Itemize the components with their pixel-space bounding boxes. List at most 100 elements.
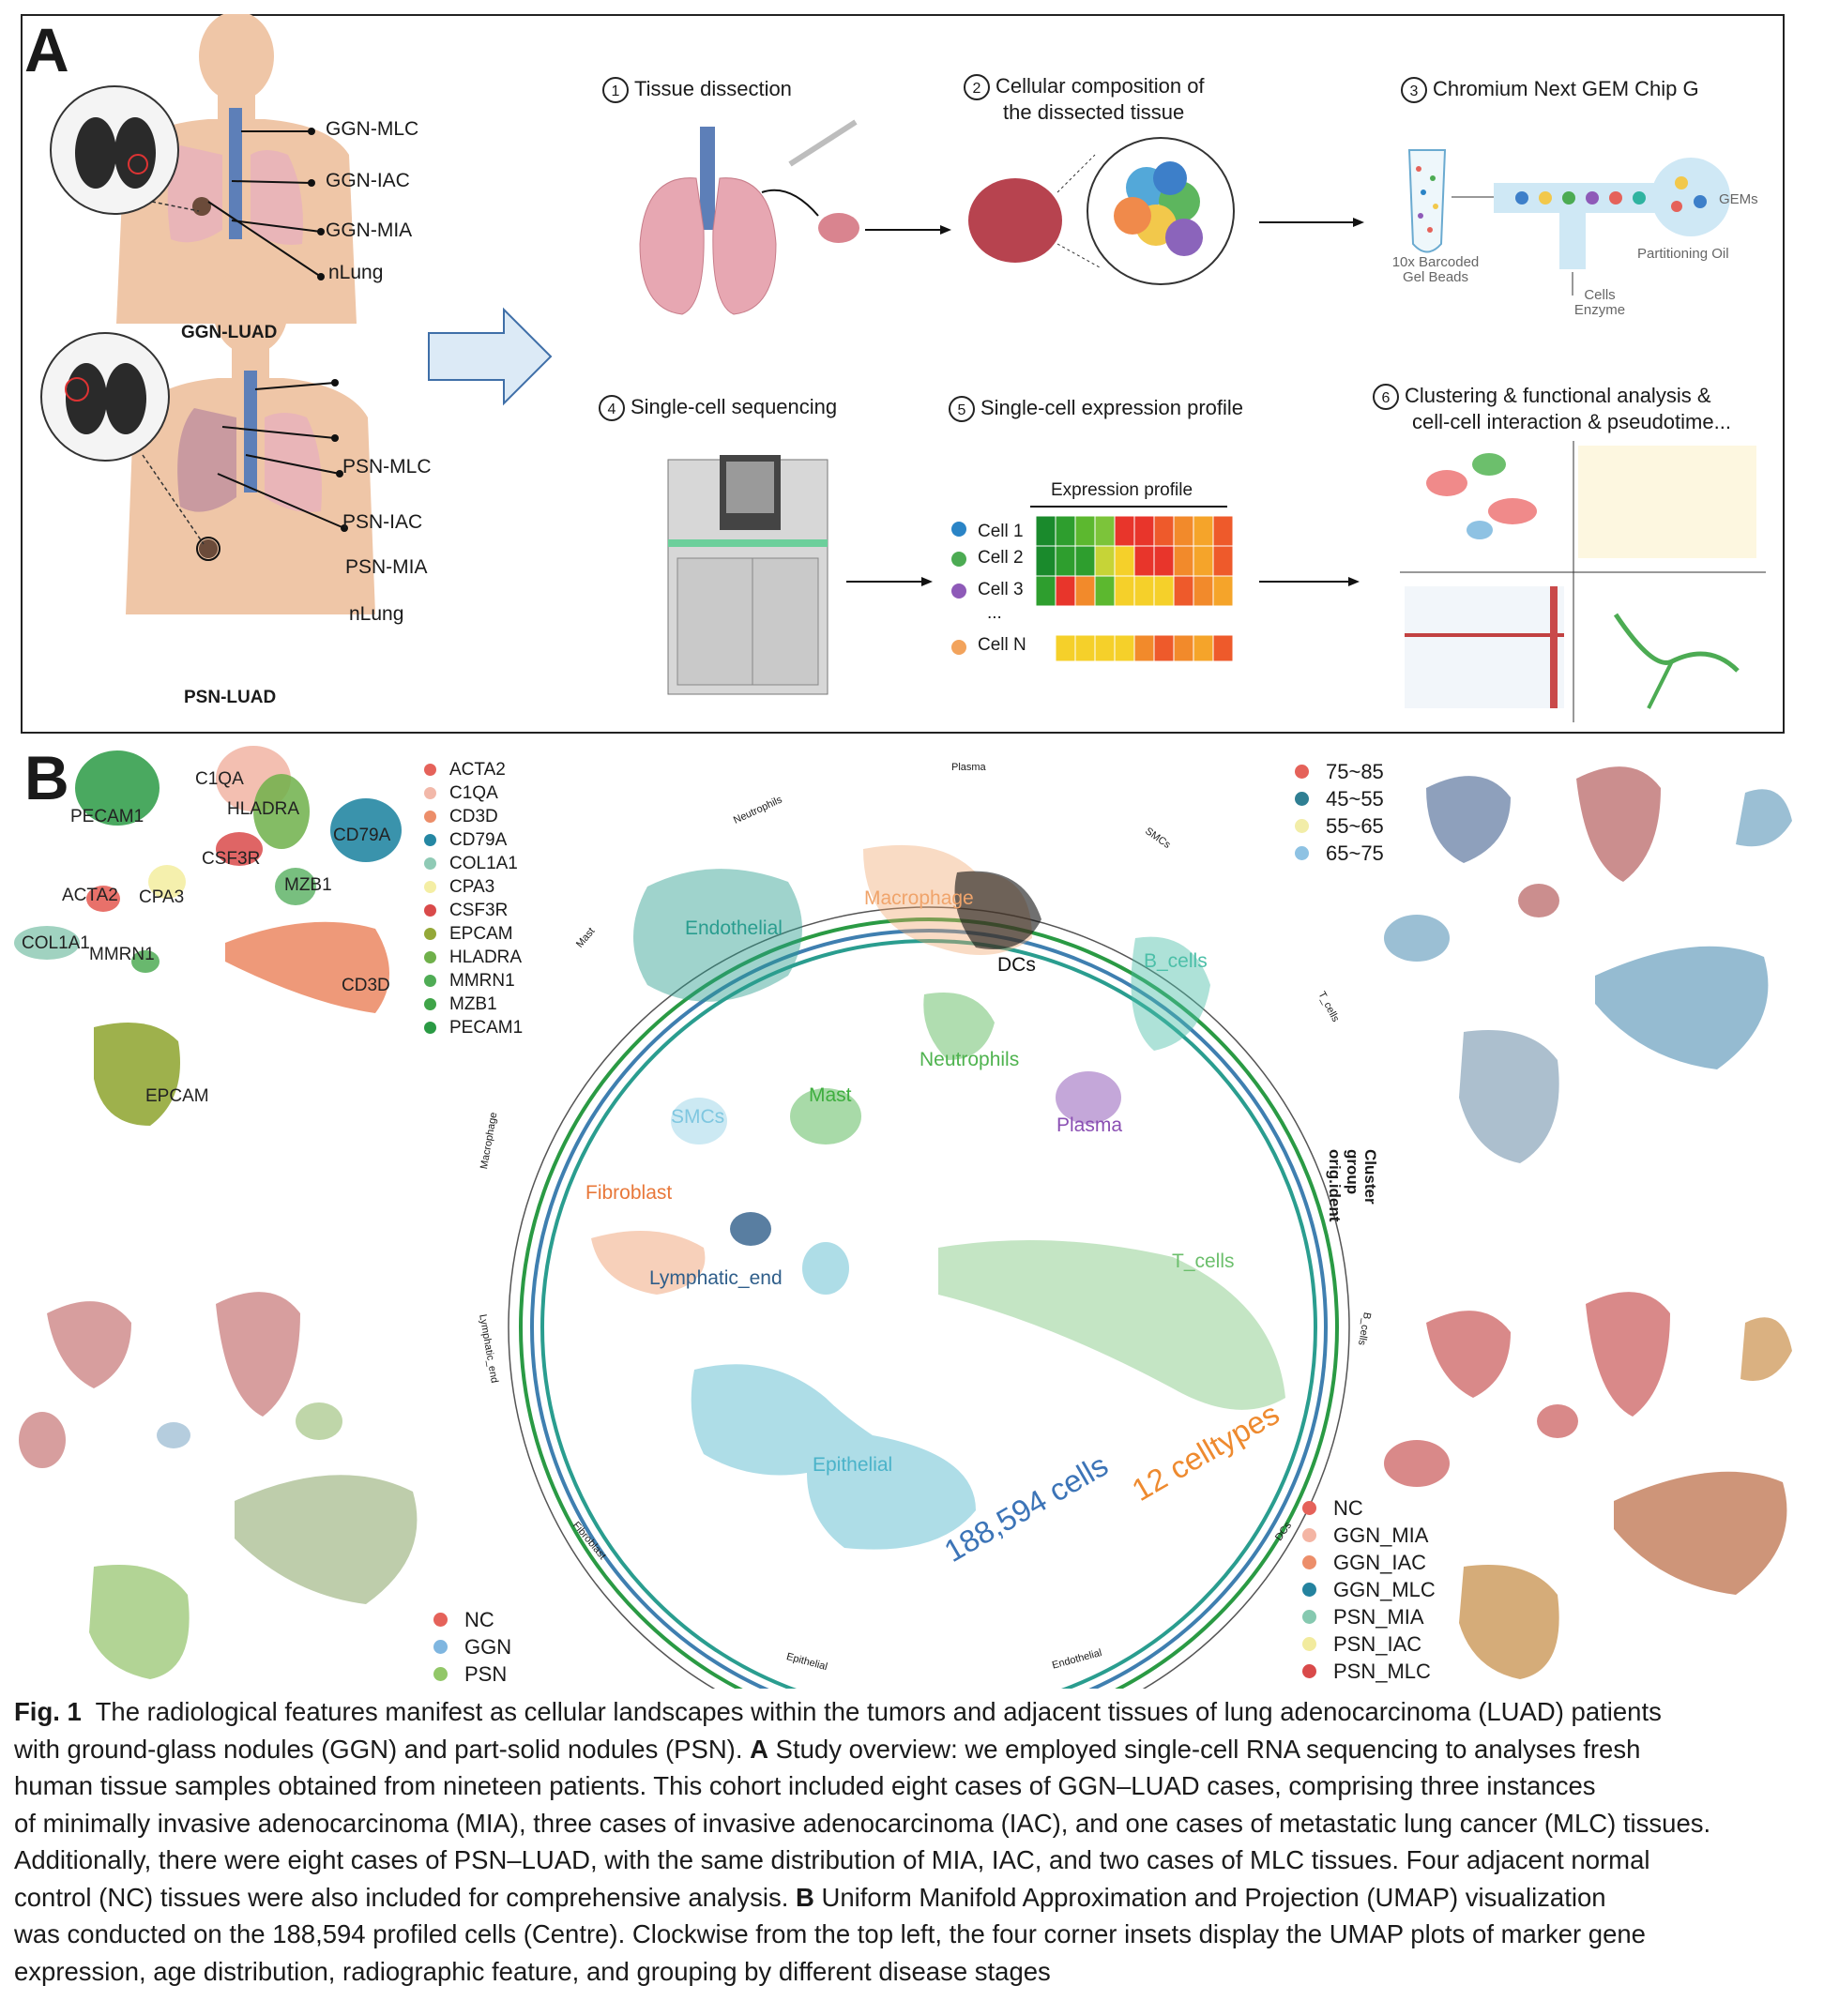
- heatmap-cell: [1193, 516, 1213, 546]
- celltype-label-macrophage: Macrophage: [864, 887, 974, 910]
- legend-dot: [433, 1667, 448, 1681]
- legend-dot: [1295, 819, 1309, 833]
- cell-label-2: Cell 2: [978, 548, 1024, 568]
- celltype-label-b-cells: B_cells: [1144, 950, 1208, 973]
- heatmap-cell: [1134, 516, 1154, 546]
- celltype-label-smcs: SMCs: [671, 1106, 724, 1129]
- ggn-label-nlung: nLung: [328, 262, 383, 284]
- ggn-body-illustration: [51, 14, 357, 324]
- lungs-illustration: [640, 122, 951, 314]
- marker-label-csf3r: CSF3R: [202, 849, 260, 870]
- legend-dot: [424, 928, 436, 940]
- heatmap-cell: [1115, 635, 1134, 661]
- heatmap-cell: [1213, 546, 1233, 576]
- marker-label-col1a1: COL1A1: [22, 933, 90, 954]
- cell-dot: [951, 552, 966, 567]
- legend-dot: [1302, 1583, 1316, 1597]
- heatmap-cell: [1095, 546, 1115, 576]
- marker-legend: ACTA2 C1QA CD3D CD79A COL1A1 CPA3 CSF3R …: [424, 758, 523, 1039]
- analysis-thumbnails: [1400, 441, 1766, 722]
- heatmap-cell: [1056, 546, 1075, 576]
- stage-legend: NC GGN_MIA GGN_IAC GGN_MLC PSN_MIA PSN_I…: [1302, 1494, 1436, 1685]
- heatmap-cell: [1134, 576, 1154, 606]
- age-legend: 75~85 45~55 55~65 65~75: [1295, 758, 1384, 867]
- step-6: 6 Clustering & functional analysis & cell-…: [1373, 384, 1731, 434]
- heatmap-cell: [1193, 635, 1213, 661]
- ggn-label-iac: GGN-IAC: [326, 170, 410, 192]
- heatmap-cell: [1154, 516, 1174, 546]
- heatmap-cell: [1115, 576, 1134, 606]
- cell-dot: [951, 584, 966, 599]
- ggn-luad-title: GGN-LUAD: [181, 323, 277, 343]
- tissue-illustration: [968, 138, 1364, 284]
- cell-dot: [951, 640, 966, 655]
- legend-dot: [424, 764, 436, 776]
- heatmap-cell: [1154, 576, 1174, 606]
- figure-number: Fig. 1: [14, 1697, 82, 1726]
- legend-dot: [433, 1613, 448, 1627]
- marker-label-cd3d: CD3D: [342, 976, 390, 996]
- marker-label-acta2: ACTA2: [62, 886, 118, 906]
- celltype-label-lymphatic-end: Lymphatic_end: [649, 1267, 783, 1290]
- ggn-label-mia: GGN-MIA: [326, 220, 412, 242]
- celltype-label-epithelial: Epithelial: [813, 1454, 892, 1477]
- heatmap-cell: [1036, 516, 1056, 546]
- big-arrow: [429, 310, 551, 403]
- step-2: 2 Cellular composition of the dissected ti…: [964, 74, 1205, 125]
- expression-profile-rule: [1030, 506, 1227, 508]
- chip-cells-label: Cells Enzyme: [1558, 288, 1642, 318]
- stage-umap: [1384, 1292, 1792, 1679]
- heatmap-cell: [1174, 576, 1193, 606]
- panel-a-illustration: [21, 14, 1785, 734]
- heatmap-cell: [1056, 576, 1075, 606]
- heatmap-cell: [1213, 635, 1233, 661]
- legend-dot: [1302, 1555, 1316, 1569]
- legend-dot: [1302, 1610, 1316, 1624]
- psn-label-mia: PSN-MIA: [345, 556, 428, 579]
- legend-dot: [424, 904, 436, 917]
- step-4: 4 Single-cell sequencing: [599, 395, 837, 421]
- chip-gems-label: GEMs: [1719, 192, 1758, 207]
- legend-dot: [1295, 846, 1309, 860]
- celltype-label-neutrophils: Neutrophils: [920, 1049, 1019, 1071]
- feature-umap: [19, 1292, 417, 1679]
- marker-label-pecam1: PECAM1: [70, 807, 144, 827]
- marker-label-hladra: HLADRA: [227, 799, 299, 820]
- heatmap-cell: [1115, 516, 1134, 546]
- heatmap-cell: [1075, 635, 1095, 661]
- ring-labels: Cluster group orig.ident: [1326, 1149, 1379, 1221]
- legend-dot: [1302, 1664, 1316, 1678]
- heatmap-cell: [1075, 546, 1095, 576]
- legend-dot: [424, 951, 436, 963]
- heatmap-cell: [1036, 546, 1056, 576]
- cell-label-1: Cell 1: [978, 522, 1024, 542]
- sequencer-illustration: [668, 455, 933, 694]
- heatmap-cell: [1115, 546, 1134, 576]
- heatmap-cell: [1056, 635, 1075, 661]
- heatmap-cell: [1095, 576, 1115, 606]
- legend-dot: [424, 834, 436, 846]
- heatmap-cell: [1134, 546, 1154, 576]
- heatmap-cell: [1036, 576, 1056, 606]
- sector-label-plasma: Plasma: [951, 762, 986, 773]
- heatmap-cell: [1174, 635, 1193, 661]
- ggn-label-mlc: GGN-MLC: [326, 118, 418, 141]
- legend-dot: [1302, 1637, 1316, 1651]
- figure-caption: Fig. 1 The radiological features manifes…: [14, 1693, 1806, 1990]
- legend-dot: [1302, 1501, 1316, 1515]
- celltype-label-fibroblast: Fibroblast: [585, 1182, 672, 1205]
- legend-dot: [424, 975, 436, 987]
- legend-dot: [424, 811, 436, 823]
- marker-label-epcam: EPCAM: [145, 1086, 209, 1107]
- cell-label-ellipsis: ...: [987, 603, 1002, 624]
- chip-oil-label: Partitioning Oil: [1637, 247, 1729, 262]
- legend-dot: [1302, 1528, 1316, 1542]
- heatmap-cell: [1174, 546, 1193, 576]
- step-1: 1 Tissue dissection: [602, 77, 792, 103]
- step-3: 3 Chromium Next GEM Chip G: [1401, 77, 1699, 103]
- heatmap-cell: [1213, 576, 1233, 606]
- heatmap-cell: [1075, 576, 1095, 606]
- chip-beads-label: 10x Barcoded Gel Beads: [1384, 255, 1487, 285]
- legend-dot: [424, 787, 436, 799]
- heatmap-cell: [1154, 546, 1174, 576]
